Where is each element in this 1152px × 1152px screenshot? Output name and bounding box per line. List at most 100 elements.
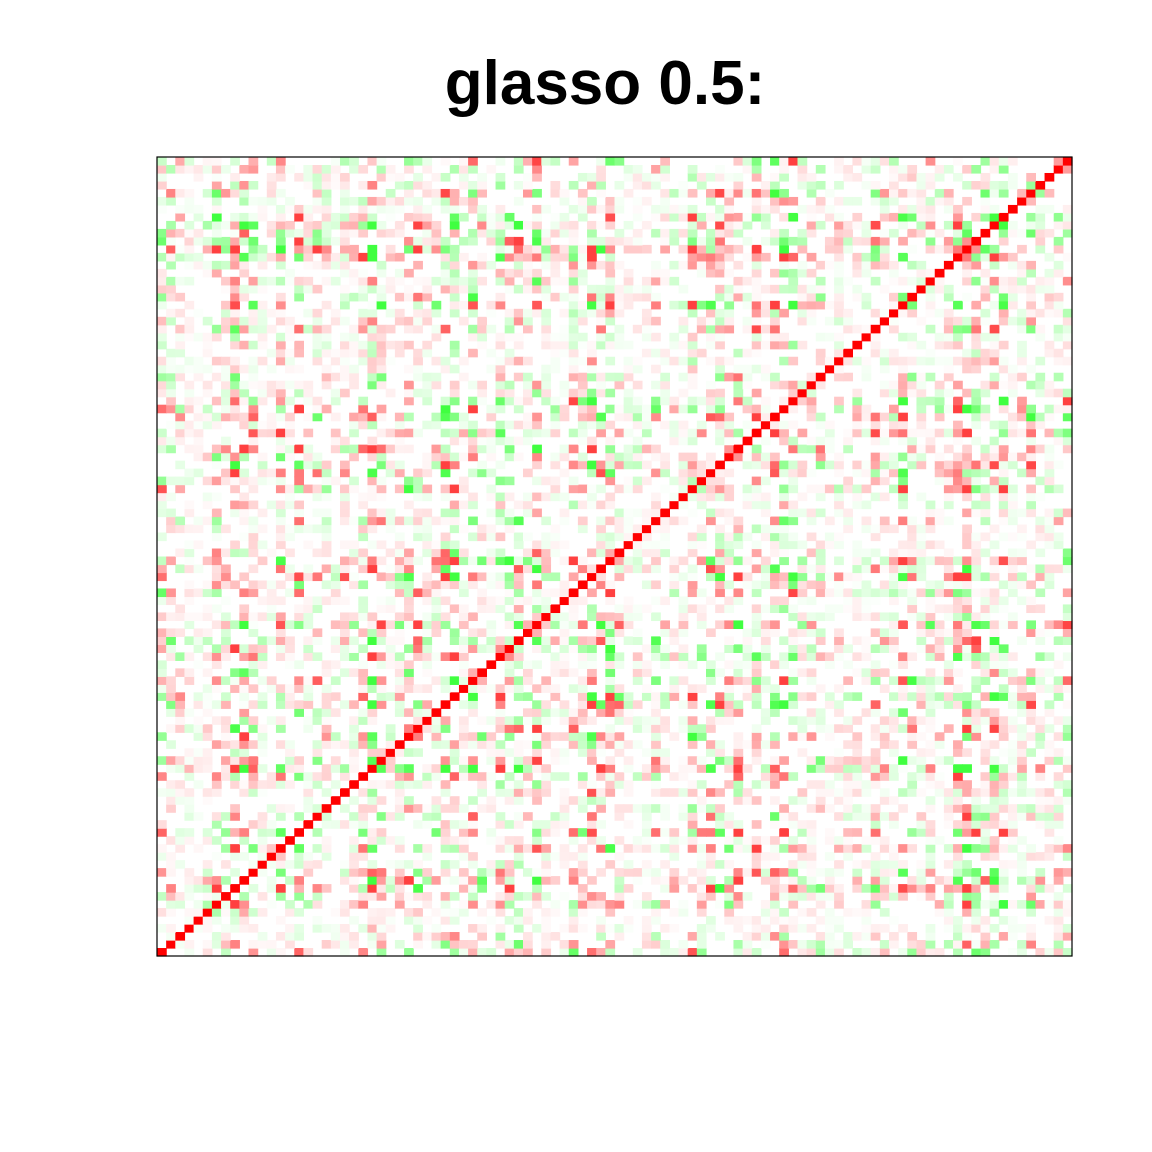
heatmap-cell bbox=[843, 516, 853, 526]
heatmap-cell bbox=[495, 636, 506, 645]
heatmap-cell bbox=[449, 540, 460, 550]
heatmap-cell bbox=[971, 612, 982, 622]
heatmap-cell bbox=[202, 348, 213, 358]
heatmap-cell bbox=[696, 316, 707, 326]
heatmap-cell bbox=[321, 660, 332, 669]
heatmap-cell bbox=[532, 428, 542, 438]
heatmap-cell bbox=[760, 556, 771, 566]
heatmap-cell bbox=[742, 364, 753, 374]
heatmap-cell bbox=[943, 612, 954, 622]
heatmap-cell bbox=[998, 828, 1009, 837]
heatmap-cell bbox=[175, 628, 186, 637]
heatmap-cell bbox=[394, 636, 405, 645]
heatmap-cell bbox=[907, 556, 918, 566]
heatmap-cell bbox=[367, 364, 378, 374]
heatmap-cell bbox=[852, 788, 863, 797]
heatmap-cell bbox=[504, 788, 515, 797]
heatmap-cell bbox=[806, 836, 817, 845]
heatmap-cell bbox=[367, 380, 378, 390]
heatmap-cell bbox=[221, 444, 231, 454]
heatmap-cell bbox=[394, 788, 405, 797]
heatmap-cell bbox=[623, 524, 634, 534]
heatmap-cell bbox=[175, 324, 186, 334]
heatmap-cell bbox=[230, 916, 240, 925]
heatmap-cell bbox=[751, 668, 762, 677]
heatmap-cell bbox=[330, 356, 341, 366]
heatmap-cell bbox=[175, 428, 186, 438]
heatmap-cell bbox=[468, 812, 478, 821]
heatmap-cell bbox=[971, 396, 982, 406]
heatmap-cell bbox=[166, 708, 176, 717]
heatmap-cell bbox=[541, 780, 552, 789]
heatmap-cell bbox=[367, 412, 378, 422]
heatmap-cell bbox=[641, 916, 652, 925]
heatmap-cell bbox=[523, 916, 533, 925]
heatmap-cell bbox=[696, 260, 707, 270]
heatmap-cell bbox=[175, 692, 186, 701]
heatmap-cell bbox=[221, 812, 231, 821]
heatmap-cell bbox=[523, 372, 533, 382]
heatmap-cell bbox=[751, 620, 762, 630]
heatmap-cell bbox=[431, 276, 442, 286]
heatmap-cell bbox=[303, 284, 314, 294]
heatmap-cell bbox=[175, 788, 186, 797]
heatmap-cell bbox=[468, 444, 478, 454]
heatmap-cell bbox=[788, 268, 799, 278]
heatmap-cell bbox=[394, 628, 405, 637]
heatmap-cell bbox=[971, 556, 982, 566]
heatmap-cell bbox=[358, 404, 369, 414]
heatmap-cell bbox=[1026, 468, 1036, 478]
heatmap-cell bbox=[669, 276, 680, 286]
heatmap-cell bbox=[614, 692, 625, 701]
heatmap-cell bbox=[358, 716, 369, 725]
heatmap-cell bbox=[193, 516, 204, 526]
heatmap-cell bbox=[733, 660, 744, 669]
heatmap-cell bbox=[852, 564, 863, 574]
heatmap-cell bbox=[340, 356, 350, 366]
heatmap-cell bbox=[587, 812, 597, 821]
heatmap-cell bbox=[431, 764, 442, 773]
heatmap-cell bbox=[934, 604, 945, 614]
heatmap-cell bbox=[889, 620, 899, 630]
heatmap-cell bbox=[788, 876, 799, 885]
heatmap-cell bbox=[788, 628, 799, 637]
heatmap-cell bbox=[458, 580, 469, 590]
heatmap-cell bbox=[413, 300, 423, 310]
heatmap-cell bbox=[248, 532, 259, 542]
heatmap-cell bbox=[394, 660, 405, 669]
heatmap-cell bbox=[1007, 764, 1018, 773]
heatmap-cell bbox=[770, 564, 780, 574]
heatmap-cell bbox=[1035, 900, 1046, 909]
heatmap-cell bbox=[879, 468, 890, 478]
heatmap-cell bbox=[221, 724, 231, 733]
heatmap-cell bbox=[404, 676, 414, 685]
heatmap-cell bbox=[504, 492, 515, 502]
heatmap-cell bbox=[349, 276, 359, 286]
heatmap-cell bbox=[523, 380, 533, 390]
heatmap-cell bbox=[971, 900, 982, 909]
heatmap-cell bbox=[788, 388, 799, 398]
heatmap-cell bbox=[706, 812, 716, 821]
heatmap-cell bbox=[879, 940, 890, 949]
heatmap-cell bbox=[568, 636, 579, 645]
heatmap-cell bbox=[852, 668, 863, 677]
heatmap-cell bbox=[422, 772, 433, 781]
heatmap-cell bbox=[651, 916, 661, 925]
heatmap-cell bbox=[367, 316, 378, 326]
heatmap-cell bbox=[431, 300, 442, 310]
heatmap-cell bbox=[998, 292, 1009, 302]
heatmap-cell bbox=[770, 428, 780, 438]
heatmap-cell bbox=[349, 516, 359, 526]
heatmap-cell bbox=[559, 556, 570, 566]
heatmap-cell bbox=[916, 356, 927, 366]
heatmap-cell bbox=[669, 788, 680, 797]
heatmap-cell bbox=[953, 852, 963, 861]
heatmap-cell bbox=[413, 892, 423, 901]
heatmap-cell bbox=[587, 748, 597, 757]
heatmap-cell bbox=[925, 772, 936, 781]
heatmap-cell bbox=[916, 572, 927, 582]
heatmap-cell bbox=[971, 788, 982, 797]
heatmap-cell bbox=[623, 356, 634, 366]
heatmap-cell bbox=[980, 820, 991, 829]
heatmap-cell bbox=[1053, 292, 1064, 302]
